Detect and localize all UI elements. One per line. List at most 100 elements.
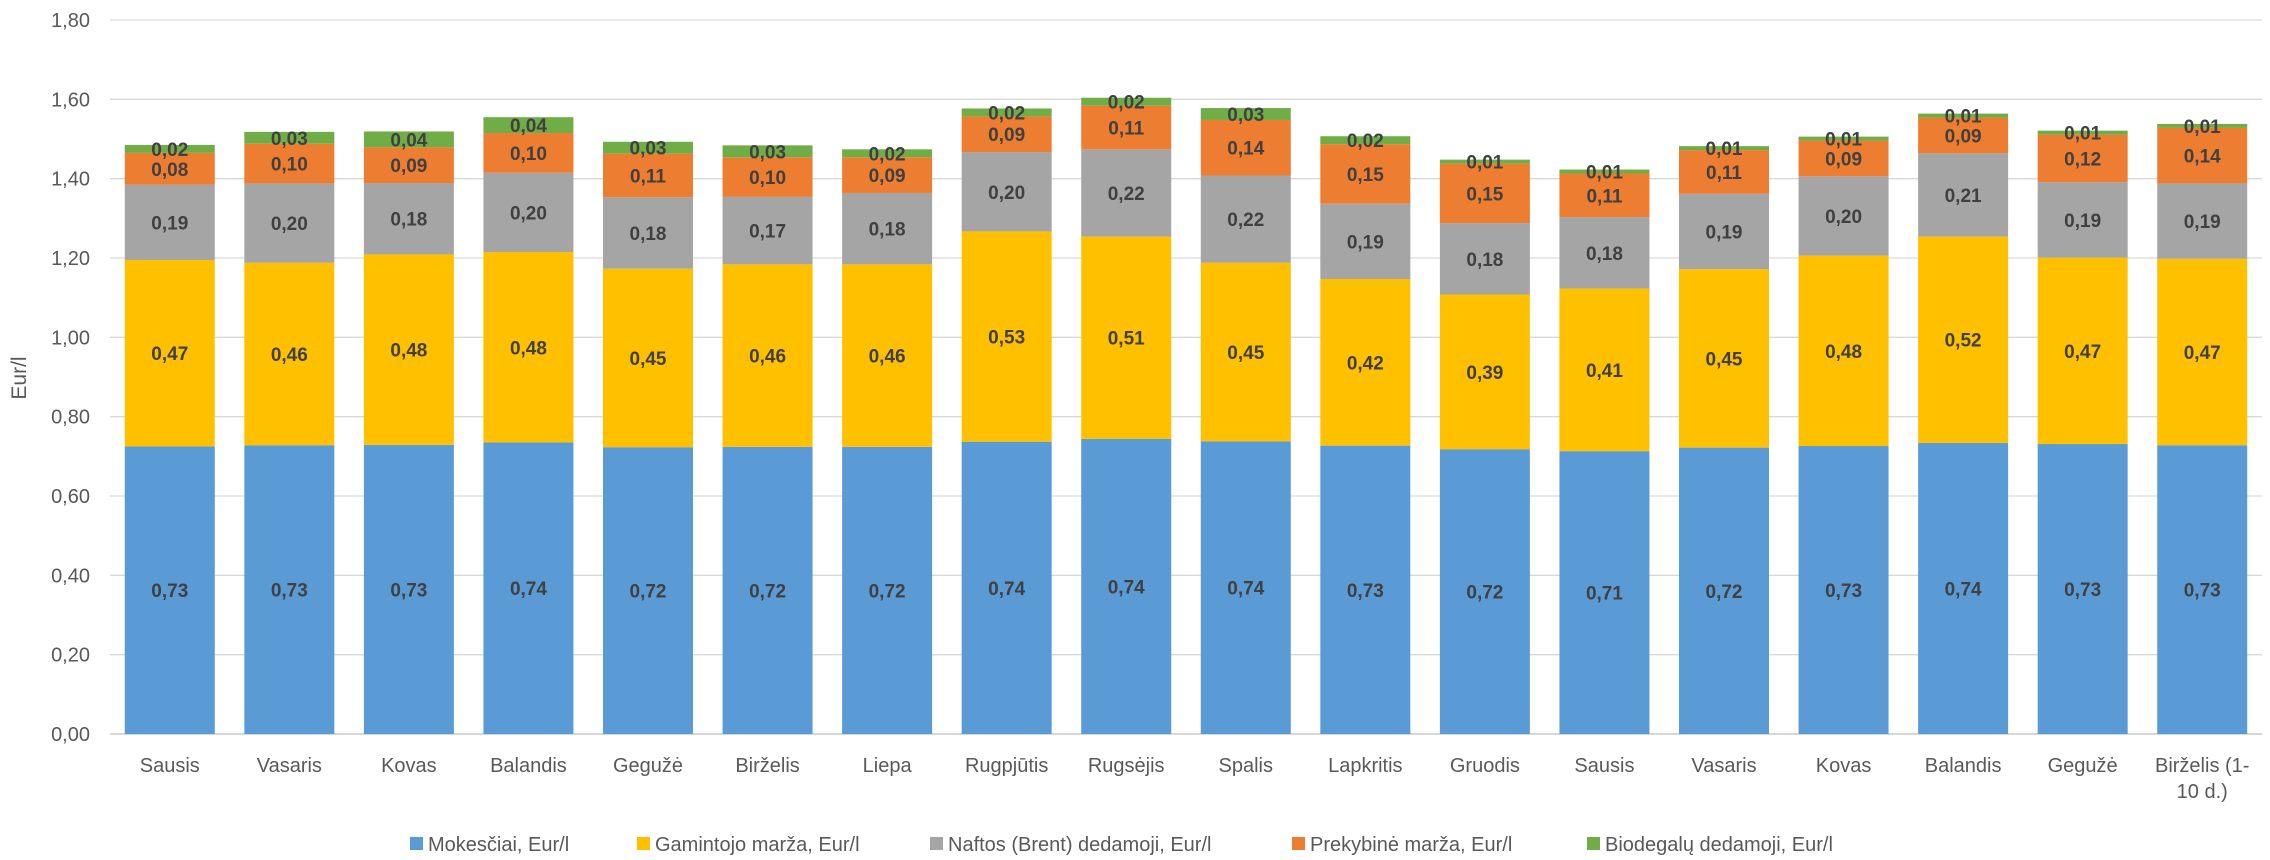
data-label: 0,01 [1466, 153, 1503, 174]
bar-segment [483, 117, 574, 134]
bar-segment [1798, 446, 1889, 734]
bar-segment [2037, 134, 2128, 183]
legend-label: Biodegalų dedamoji, Eur/l [1605, 834, 1833, 856]
x-tick-label: Kovas [1816, 755, 1872, 777]
bar-segment [722, 446, 813, 734]
bar-segment [1320, 279, 1411, 446]
bar-segment [961, 441, 1052, 734]
data-label: 0,14 [2184, 147, 2221, 168]
bar-segment [722, 145, 813, 158]
data-label: 0,74 [1227, 579, 1264, 600]
bar-segment [2157, 127, 2248, 184]
bar-segment [961, 108, 1052, 117]
bar-segment [1798, 255, 1889, 447]
x-tick-label: Vasaris [1691, 755, 1756, 777]
data-label: 0,18 [1466, 250, 1503, 271]
x-tick-label: Birželis [735, 755, 799, 777]
y-tick-label: 1,20 [51, 248, 90, 270]
legend-label: Prekybinė marža, Eur/l [1310, 834, 1512, 856]
bar-segment [2037, 130, 2128, 135]
data-label: 0,15 [1466, 184, 1503, 205]
data-label: 0,01 [1945, 107, 1982, 128]
bar-segment [1439, 449, 1530, 734]
bar-segment [124, 184, 215, 260]
data-label: 0,52 [1945, 331, 1982, 352]
data-label: 0,73 [1347, 581, 1384, 602]
data-label: 0,02 [151, 140, 188, 161]
data-label: 0,19 [1706, 222, 1743, 243]
bar-segment [1559, 173, 1650, 218]
data-label: 0,46 [271, 345, 308, 366]
data-label: 0,11 [1108, 118, 1144, 139]
data-label: 0,10 [510, 144, 547, 165]
bar-segment [1679, 193, 1769, 270]
data-label: 0,72 [630, 582, 667, 603]
data-label: 0,01 [1586, 163, 1623, 184]
bar-segment [722, 264, 813, 447]
data-label: 0,53 [988, 328, 1025, 349]
data-label: 0,47 [2184, 343, 2221, 364]
data-label: 0,47 [2064, 342, 2101, 363]
x-tick-label: Rugpjūtis [965, 755, 1048, 777]
bar-segment [1320, 136, 1411, 145]
data-label: 0,12 [2064, 149, 2101, 170]
data-label: 0,03 [630, 139, 667, 160]
bar-segment [124, 152, 215, 185]
data-label: 0,01 [1825, 130, 1862, 151]
data-label: 0,19 [151, 213, 188, 234]
data-label: 0,03 [749, 142, 786, 163]
bar-segment [961, 116, 1052, 153]
bar-segment [1200, 175, 1291, 263]
data-label: 0,11 [1586, 186, 1622, 207]
data-label: 0,18 [869, 220, 906, 241]
bar-segment [1081, 149, 1172, 237]
bar-segment [1439, 223, 1530, 295]
bar-segment [603, 141, 693, 154]
bar-segment [2037, 257, 2128, 445]
y-tick-label: 1,40 [51, 169, 90, 191]
x-tick-label: Balandis [490, 755, 567, 777]
bar-segment [363, 147, 454, 184]
y-tick-label: 0,00 [51, 724, 90, 746]
data-label: 0,09 [988, 125, 1025, 146]
bar-segment [603, 447, 693, 734]
y-tick-label: 0,20 [51, 645, 90, 667]
data-label: 0,03 [271, 129, 308, 150]
bar-segment [1439, 163, 1530, 224]
bar-segment [842, 446, 933, 734]
x-tick-label: Vasaris [257, 755, 322, 777]
bar-segment [1918, 236, 2009, 443]
bar-segment [1798, 176, 1889, 256]
legend-label: Naftos (Brent) dedamoji, Eur/l [948, 834, 1211, 856]
data-label: 0,46 [749, 347, 786, 368]
data-label: 0,48 [390, 341, 427, 362]
legend-swatch [930, 837, 943, 850]
data-label: 0,01 [2064, 124, 2101, 145]
data-label: 0,47 [151, 344, 188, 365]
bar-segment [961, 152, 1052, 232]
data-label: 0,02 [1347, 131, 1384, 152]
y-tick-label: 1,60 [51, 89, 90, 111]
data-label: 0,72 [1466, 583, 1503, 604]
bar-segment [2157, 445, 2248, 734]
bar-segment [2157, 183, 2248, 259]
bar-segment [722, 157, 813, 197]
data-label: 0,74 [1945, 579, 1982, 600]
data-label: 0,74 [510, 579, 547, 600]
bar-segment [1679, 447, 1769, 734]
bar-segment [483, 252, 574, 443]
bar-segment [603, 268, 693, 448]
data-label: 0,73 [2064, 580, 2101, 601]
data-label: 0,73 [1825, 581, 1862, 602]
data-label: 0,39 [1466, 363, 1503, 384]
data-label: 0,45 [1227, 343, 1264, 364]
bar-segment [1679, 146, 1769, 151]
data-label: 0,74 [1108, 577, 1145, 598]
data-label: 0,73 [390, 580, 427, 601]
gridlines [110, 19, 2262, 735]
bar-segment [842, 149, 933, 158]
data-label: 0,22 [1227, 210, 1264, 231]
bar-segment [363, 444, 454, 734]
data-label: 0,18 [630, 224, 667, 245]
bar-segment [1200, 119, 1291, 176]
